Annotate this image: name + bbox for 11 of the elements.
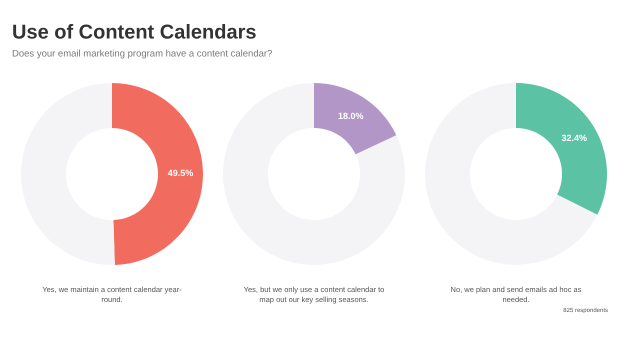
donut-slice [314, 83, 396, 154]
donut-slice [21, 83, 115, 265]
donut-slice [516, 83, 607, 215]
data-label: 32.4% [562, 133, 588, 144]
donut-slice [425, 83, 598, 265]
donut-slice [223, 83, 405, 265]
donut-slice [112, 83, 203, 265]
data-label: 18.0% [338, 111, 364, 122]
chart-subtitle: Does your email marketing program have a content calendar? [12, 48, 272, 60]
data-label: 49.5% [168, 168, 194, 178]
chart-title: Use of Content Calendars [12, 22, 256, 44]
